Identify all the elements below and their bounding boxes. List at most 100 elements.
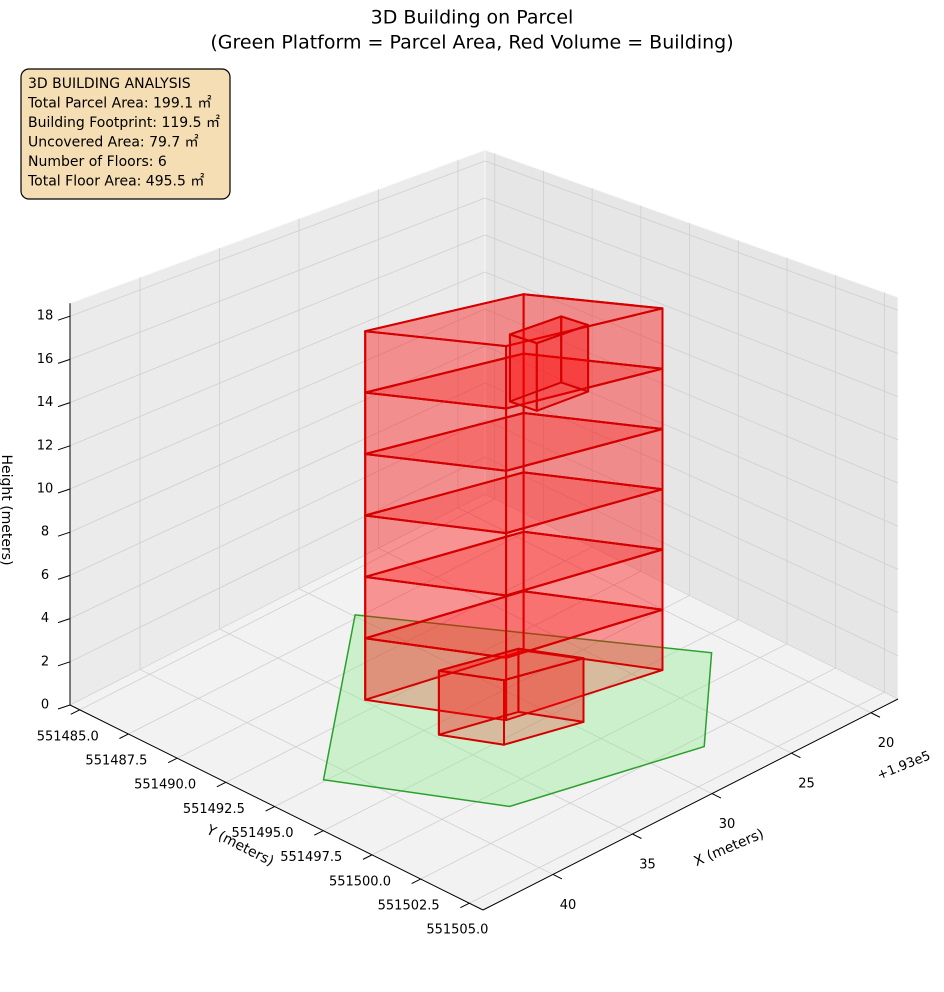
building-top	[508, 315, 590, 345]
grid-line	[69, 345, 486, 533]
grid-line	[69, 419, 486, 619]
plot-area	[322, 293, 713, 808]
grid-line	[371, 643, 788, 856]
z-tick-label: 12	[37, 438, 54, 453]
grid-line	[484, 345, 899, 527]
y-tick-label: 551487.5	[85, 754, 147, 769]
y-tick	[216, 781, 227, 788]
y-tick	[460, 902, 470, 909]
x-offset-label: +1.93e5	[875, 749, 933, 784]
grid-line	[139, 669, 554, 875]
building-top	[437, 647, 585, 682]
grid-line	[484, 419, 899, 613]
building-top	[364, 293, 664, 348]
grid-line	[79, 498, 495, 711]
grid-line	[323, 619, 739, 832]
z-tick	[57, 618, 71, 624]
z-tick	[57, 574, 71, 580]
grid-line	[378, 547, 792, 754]
x-tick-label: 25	[798, 777, 815, 792]
z-tick	[57, 488, 71, 494]
z-tick-label: 4	[41, 611, 49, 626]
z-tick-label: 10	[37, 482, 54, 497]
y-tick-label: 551490.0	[134, 778, 196, 793]
annotation-line: 3D BUILDING ANALYSIS	[28, 76, 191, 92]
y-tick	[265, 806, 275, 812]
z-axis-label: Height (meters)	[0, 454, 14, 565]
grid-line	[69, 197, 486, 360]
x-tick-label: 40	[560, 898, 577, 913]
grid-line	[457, 507, 872, 714]
grid-line	[484, 382, 899, 570]
grid-line	[469, 691, 885, 904]
x-tick	[791, 752, 801, 759]
x-tick	[552, 873, 563, 880]
annotation-line: Uncovered Area: 79.7 ㎡	[28, 135, 199, 151]
chart-title: 3D Building on Parcel	[371, 7, 574, 29]
y-axis-line	[69, 704, 484, 911]
z-tick-label: 14	[37, 395, 54, 410]
y-tick-label: 551500.0	[329, 874, 391, 889]
x-tick-label: 30	[719, 817, 736, 832]
y-tick	[70, 709, 80, 715]
y-tick	[362, 854, 373, 860]
grid-line	[69, 234, 486, 403]
z-tick-label: 2	[41, 654, 49, 669]
z-tick	[57, 704, 71, 710]
grid-line	[484, 271, 899, 441]
z-tick	[57, 445, 71, 451]
y-tick-label: 551492.5	[183, 802, 245, 817]
axes: 2025303540551485.0551487.5551490.0551492…	[37, 303, 899, 938]
z-tick-label: 18	[37, 309, 54, 324]
chart-subtitle: (Green Platform = Parcel Area, Red Volum…	[210, 32, 733, 54]
z-tick	[57, 402, 71, 408]
annotation-line: Total Floor Area: 495.5 ㎡	[27, 174, 204, 190]
grid-line	[69, 382, 486, 576]
x-tick-label: 20	[878, 736, 895, 751]
z-tick-label: 16	[37, 352, 54, 367]
x-tick	[870, 712, 881, 718]
x-tick	[711, 793, 722, 799]
y-tick	[411, 878, 421, 885]
z-tick	[57, 358, 71, 364]
z-tick	[57, 531, 71, 537]
grid-line	[484, 493, 899, 700]
y-tick-label: 551495.0	[232, 826, 294, 841]
grid-line	[484, 456, 899, 657]
y-tick-label: 551497.5	[280, 850, 342, 865]
y-tick-label: 551502.5	[378, 899, 440, 914]
z-tick-label: 0	[41, 698, 49, 713]
grid-line	[225, 571, 642, 783]
x-axis-label: X (meters)	[692, 826, 767, 870]
y-tick	[314, 830, 324, 836]
y-tick-label: 551485.0	[37, 729, 99, 744]
grid-line	[69, 271, 486, 447]
annotation-line: Number of Floors: 6	[28, 154, 167, 170]
grid-line	[219, 628, 633, 835]
y-tick	[167, 757, 178, 764]
grid-line	[484, 160, 899, 311]
annotation-line: Total Parcel Area: 199.1 ㎡	[27, 96, 212, 112]
grid-line	[484, 234, 899, 397]
grid-line	[420, 667, 836, 880]
annotation-line: Building Footprint: 119.5 ㎡	[28, 115, 220, 131]
x-tick-label: 35	[639, 858, 656, 873]
y-tick-label: 551505.0	[426, 923, 488, 938]
z-tick-label: 8	[41, 525, 49, 540]
x-axis-line	[482, 698, 899, 911]
y-tick	[119, 733, 129, 739]
z-tick-label: 6	[41, 568, 49, 583]
z-tick	[57, 661, 71, 667]
annotation-box	[20, 68, 231, 200]
grid-line	[69, 160, 486, 317]
grid-line	[484, 197, 899, 354]
grid-line	[69, 493, 486, 706]
x-tick	[632, 833, 642, 839]
annotation: 3D BUILDING ANALYSIS Total Parcel Area: 1…	[27, 76, 220, 190]
grid-line	[274, 595, 690, 807]
grid-line	[69, 308, 486, 490]
z-tick	[57, 315, 71, 321]
grid-line	[128, 522, 544, 735]
axes-panes	[68, 149, 900, 911]
